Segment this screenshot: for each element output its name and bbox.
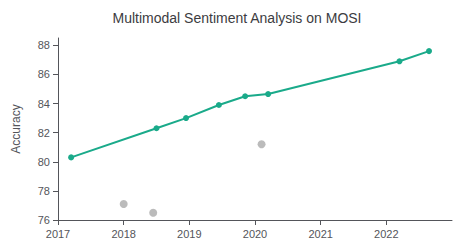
svg-text:88: 88: [38, 39, 50, 51]
svg-text:86: 86: [38, 68, 50, 80]
svg-text:76: 76: [38, 214, 50, 226]
svg-text:2020: 2020: [243, 228, 267, 240]
svg-text:2021: 2021: [308, 228, 332, 240]
svg-text:80: 80: [38, 156, 50, 168]
svg-text:Accuracy: Accuracy: [9, 104, 23, 153]
svg-text:2019: 2019: [177, 228, 201, 240]
svg-text:2022: 2022: [374, 228, 398, 240]
svg-text:84: 84: [38, 98, 50, 110]
svg-text:82: 82: [38, 127, 50, 139]
svg-text:Multimodal Sentiment Analysis: Multimodal Sentiment Analysis on MOSI: [113, 10, 362, 26]
svg-text:78: 78: [38, 185, 50, 197]
svg-text:2017: 2017: [46, 228, 70, 240]
svg-text:2018: 2018: [111, 228, 135, 240]
